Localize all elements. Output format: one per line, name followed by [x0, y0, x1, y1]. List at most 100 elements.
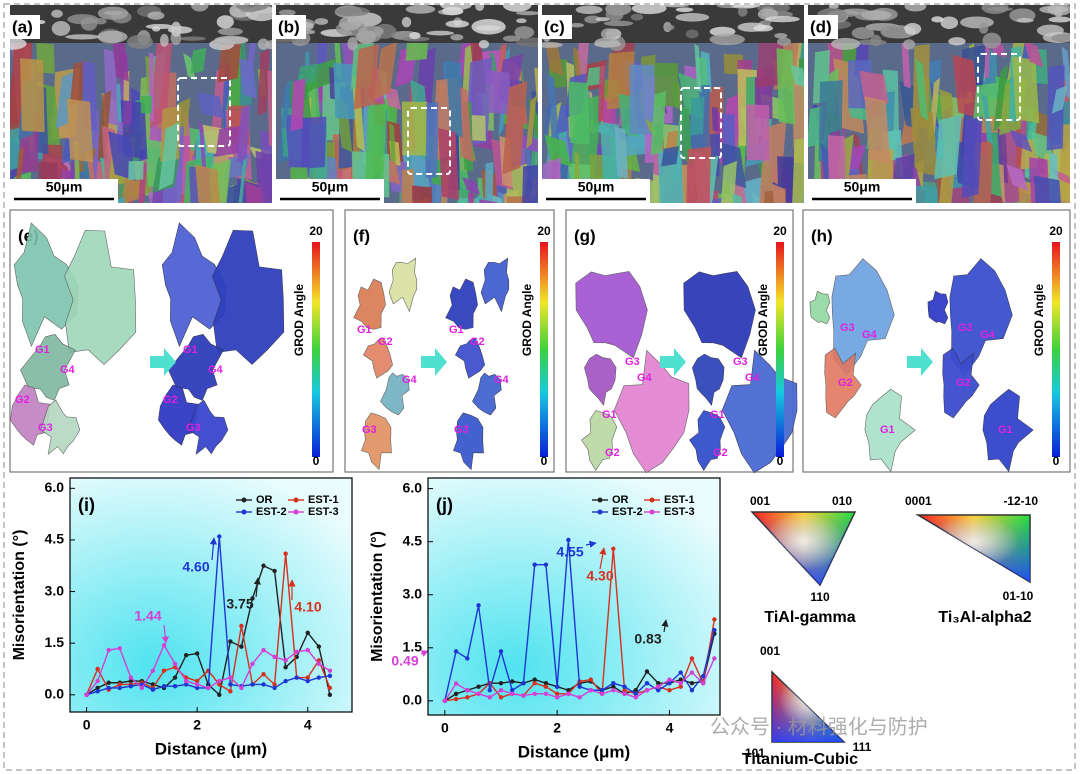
- point: [712, 627, 717, 633]
- grain: [238, 156, 248, 203]
- point: [611, 684, 616, 689]
- grain: [380, 372, 410, 416]
- grain: [280, 78, 292, 131]
- point: [250, 596, 255, 601]
- point: [183, 678, 189, 684]
- grain: [859, 70, 889, 104]
- point: [327, 668, 333, 673]
- point: [498, 695, 504, 700]
- micrograph: [542, 5, 804, 203]
- label-bg: [276, 15, 306, 39]
- colorbar-label: GROD Angle: [756, 284, 770, 357]
- sem-feature: [880, 25, 906, 39]
- ipf-name: Titanium-Cubic: [742, 751, 858, 768]
- grain: [613, 349, 690, 474]
- point: [305, 630, 310, 636]
- sem-feature: [190, 5, 209, 12]
- annotation: 3.75: [226, 596, 253, 612]
- point: [532, 691, 537, 696]
- grain: [267, 70, 272, 146]
- point: [566, 537, 571, 543]
- point: [327, 692, 333, 697]
- y-axis-label: Misorientation (°): [369, 531, 386, 662]
- point: [228, 639, 233, 644]
- point: [667, 677, 672, 682]
- grain-grod: [453, 412, 484, 471]
- sem-feature: [347, 36, 358, 51]
- grain-grod: [455, 337, 485, 379]
- sem-feature: [314, 18, 329, 25]
- grain: [543, 103, 552, 142]
- point: [272, 568, 277, 574]
- point: [487, 688, 492, 693]
- point: [644, 669, 650, 674]
- grain: [237, 104, 251, 163]
- point: [510, 679, 515, 684]
- grain: [575, 271, 648, 359]
- x-axis-label: Distance (μm): [155, 739, 267, 758]
- grain: [158, 121, 180, 191]
- y-tick-label: 0.0: [45, 685, 65, 701]
- grain: [353, 44, 380, 110]
- x-tick-label: 2: [553, 720, 561, 736]
- point: [117, 646, 122, 651]
- point: [566, 691, 571, 696]
- label-bg: [10, 15, 40, 39]
- grain: [910, 107, 938, 177]
- x-tick-label: 4: [304, 717, 312, 733]
- sem-feature: [595, 17, 610, 22]
- sem-feature: [401, 16, 412, 28]
- sem-feature: [278, 9, 296, 16]
- grain: [401, 168, 414, 203]
- micrograph: [808, 5, 1070, 203]
- point: [442, 698, 448, 704]
- sem-feature: [831, 37, 861, 50]
- grain: [802, 192, 804, 203]
- plot-bg: [428, 478, 720, 715]
- grain: [10, 384, 51, 446]
- point: [128, 683, 134, 689]
- sem-feature: [51, 9, 63, 18]
- legend-label: EST-1: [664, 494, 695, 506]
- annotation-arrow: [209, 537, 217, 561]
- grain: [438, 128, 460, 201]
- sem-feature: [97, 6, 129, 20]
- point: [316, 644, 322, 649]
- grain-label: G2: [838, 377, 853, 389]
- sem-feature: [516, 18, 527, 24]
- sem-feature: [903, 39, 916, 50]
- y-tick-label: 6.0: [403, 479, 423, 495]
- grain-label: G2: [605, 447, 620, 459]
- point: [183, 653, 189, 658]
- grain: [411, 185, 433, 203]
- grain-label: G1: [357, 324, 372, 336]
- sem-feature: [777, 37, 792, 46]
- grain-label: G1: [710, 409, 725, 421]
- grain-grod: [188, 399, 229, 455]
- grain: [239, 58, 257, 99]
- grain: [20, 333, 76, 401]
- point: [622, 688, 627, 693]
- legend-label: EST-3: [308, 506, 339, 518]
- sem-feature: [665, 24, 675, 30]
- grain: [462, 177, 481, 195]
- grain: [446, 59, 463, 138]
- point: [611, 546, 616, 551]
- grain: [111, 37, 129, 82]
- point: [95, 685, 100, 691]
- grain: [40, 399, 81, 455]
- plot-bg: [70, 478, 352, 712]
- point: [117, 685, 122, 691]
- grain: [568, 81, 590, 145]
- legend-marker: [597, 509, 603, 515]
- point: [206, 685, 211, 691]
- grain: [679, 105, 693, 163]
- annotation-arrow: [599, 547, 607, 570]
- sem-feature: [861, 10, 892, 21]
- sem-feature: [80, 17, 98, 31]
- colorbar: [1052, 242, 1060, 457]
- sem-feature: [240, 8, 258, 13]
- sem-feature: [709, 33, 745, 46]
- annotation-arrow: [161, 624, 169, 644]
- point: [554, 695, 560, 700]
